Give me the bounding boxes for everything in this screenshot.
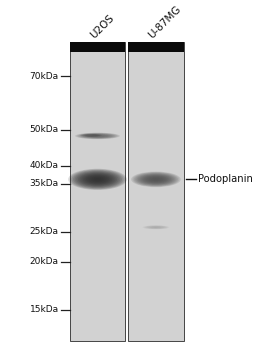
Ellipse shape [75,133,120,139]
Ellipse shape [70,169,125,189]
Bar [128,42,184,341]
Ellipse shape [85,134,110,138]
Ellipse shape [131,172,181,187]
Ellipse shape [93,177,102,181]
Ellipse shape [73,170,122,188]
Ellipse shape [148,177,164,182]
Ellipse shape [139,174,172,184]
Text: 35kDa: 35kDa [30,179,59,188]
Ellipse shape [89,135,106,137]
Ellipse shape [150,178,161,181]
Ellipse shape [91,135,104,137]
Ellipse shape [82,134,113,138]
Ellipse shape [153,178,159,180]
Ellipse shape [81,174,114,185]
Bar [70,42,125,52]
Ellipse shape [91,177,104,182]
Ellipse shape [93,135,103,136]
Text: 40kDa: 40kDa [30,161,59,170]
Ellipse shape [80,133,115,139]
Text: U-87MG: U-87MG [146,4,183,40]
Ellipse shape [78,172,117,187]
Text: 70kDa: 70kDa [30,71,59,80]
Ellipse shape [79,133,116,139]
Ellipse shape [132,172,179,187]
Ellipse shape [149,177,163,182]
Bar [128,42,184,52]
Ellipse shape [154,179,157,180]
Ellipse shape [141,175,171,184]
Text: 20kDa: 20kDa [30,257,59,266]
Ellipse shape [142,175,170,184]
Ellipse shape [87,134,107,137]
Ellipse shape [134,173,178,186]
Text: Podoplanin: Podoplanin [198,174,253,184]
Ellipse shape [84,134,111,138]
Ellipse shape [143,175,168,183]
Ellipse shape [68,169,127,190]
Ellipse shape [75,171,120,188]
Ellipse shape [136,173,175,186]
Ellipse shape [71,170,124,189]
Ellipse shape [83,174,112,185]
Ellipse shape [77,133,118,139]
Text: 15kDa: 15kDa [30,305,59,314]
Ellipse shape [138,174,174,185]
Ellipse shape [146,176,166,182]
Ellipse shape [79,173,115,186]
Text: U2OS: U2OS [88,12,116,40]
Ellipse shape [135,173,177,186]
Ellipse shape [95,135,100,136]
Ellipse shape [76,172,119,187]
Ellipse shape [145,176,167,183]
Ellipse shape [76,133,119,139]
Ellipse shape [85,175,111,184]
Ellipse shape [89,176,106,182]
Text: 25kDa: 25kDa [30,227,59,236]
Ellipse shape [90,135,105,137]
Text: 50kDa: 50kDa [30,125,59,134]
Ellipse shape [86,134,109,138]
Ellipse shape [96,179,99,180]
Bar [70,42,125,341]
Ellipse shape [94,178,101,181]
Ellipse shape [152,178,160,181]
Ellipse shape [88,176,107,183]
Ellipse shape [94,135,101,137]
Ellipse shape [86,175,109,183]
Ellipse shape [81,134,114,138]
